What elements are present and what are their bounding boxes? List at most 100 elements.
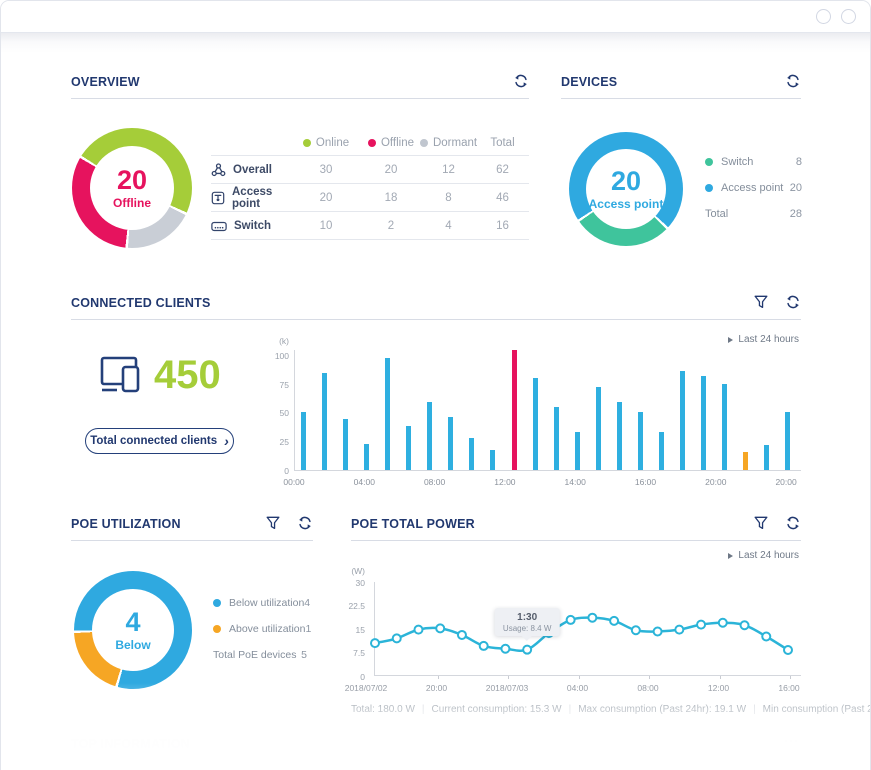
- clients-time-range-selector[interactable]: Last 24 hours: [728, 334, 799, 345]
- connected-clients-refresh-button[interactable]: [785, 294, 801, 313]
- y-tick-label: 0: [360, 671, 365, 682]
- play-arrow-icon: [728, 336, 734, 343]
- poe-donut-center: 4 Below: [92, 589, 174, 671]
- overview-donut: 20 Offline: [72, 128, 192, 248]
- bar: [301, 412, 306, 470]
- table-value: 46: [496, 191, 509, 204]
- data-point: [674, 624, 685, 635]
- power-time-range-label: Last 24 hours: [738, 550, 799, 561]
- power-stats: Total: 180.0 W Current consumption: 15.3 …: [351, 704, 870, 715]
- bar: [406, 426, 412, 470]
- axis-tick: [790, 676, 791, 679]
- overview-title: OVERVIEW: [71, 75, 140, 89]
- row-label-cell: Overall: [211, 162, 291, 177]
- legend-item: Total 28: [705, 201, 802, 227]
- x-tick-label: 2018/07/02: [344, 683, 388, 693]
- bar: [658, 431, 664, 470]
- y-tick-label: 25: [279, 437, 289, 448]
- poe-utilization-filter-button[interactable]: [266, 516, 280, 534]
- poe-utilization-title: POE UTILIZATION: [71, 517, 181, 531]
- x-tick-label: 04:00: [353, 477, 375, 487]
- axis-tick: [437, 676, 439, 679]
- connected-clients-filter-button[interactable]: [754, 295, 768, 313]
- y-tick-label: 22.5: [348, 601, 365, 611]
- legend-label: Below utilization: [229, 597, 305, 609]
- legend-item: Switch 8: [705, 149, 802, 175]
- legend-item: Below utilization 4: [213, 590, 311, 616]
- filter-icon: [754, 295, 768, 313]
- data-point: [370, 638, 380, 649]
- poe-total-power-refresh-button[interactable]: [785, 515, 801, 534]
- poe-utilization-refresh-button[interactable]: [297, 515, 313, 534]
- overview-refresh-button[interactable]: [513, 73, 529, 92]
- faded-section-title: TOP INFORMATION: [71, 737, 190, 751]
- poe-total-power-title: POE TOTAL POWER: [351, 517, 475, 531]
- overview-table: Online Offline Dormant Total Overall 30 20 12 62…: [211, 130, 529, 240]
- devices-donut: 20 Access point: [569, 132, 683, 246]
- legend-value: 4: [304, 597, 311, 609]
- axis-tick: [578, 676, 580, 679]
- table-value: 20: [384, 163, 398, 176]
- stats-separator: [569, 704, 572, 715]
- window-control-icon[interactable]: [841, 9, 856, 24]
- table-value: 30: [319, 163, 333, 176]
- bar: [553, 406, 559, 470]
- stat-item: Min consumption (Past 24hr): 1.3 W: [762, 704, 870, 715]
- bar: [616, 402, 622, 470]
- legend-dot: [705, 184, 713, 192]
- bar: [637, 412, 643, 470]
- devices-refresh-button[interactable]: [785, 73, 801, 92]
- legend-dot: [213, 599, 221, 607]
- legend-dot: [367, 138, 376, 147]
- filter-icon: [266, 516, 280, 534]
- y-tick-label: 7.5: [353, 648, 365, 658]
- row-label: Access point: [232, 185, 273, 210]
- table-value: 20: [319, 191, 333, 204]
- data-point: [522, 644, 533, 655]
- tooltip-usage: Usage: 8.4 W: [502, 623, 552, 633]
- x-tick-label: 20:00: [775, 477, 797, 487]
- bar: [385, 358, 391, 470]
- data-point: [435, 623, 446, 634]
- refresh-icon: [785, 515, 801, 534]
- line-chart-unit: (W): [351, 566, 365, 576]
- bar: [679, 370, 685, 470]
- legend-label: Total PoE devices: [213, 649, 297, 661]
- column-header: Dormant: [419, 137, 477, 149]
- chart-tooltip: 1:30 Usage: 8.4 W: [494, 607, 560, 636]
- poe-total-power-header: POE TOTAL POWER: [351, 515, 801, 541]
- stat-item: Current consumption: 15.3 W: [431, 704, 562, 715]
- bar: [364, 443, 370, 470]
- x-tick-label: 16:00: [634, 477, 657, 487]
- legend-value: 1: [305, 623, 312, 635]
- table-row: Overall 30 20 12 62: [211, 156, 529, 184]
- y-tick-label: 50: [279, 408, 289, 419]
- switch-icon: [211, 220, 227, 232]
- x-tick-label: 20:00: [425, 683, 448, 693]
- bar: [595, 387, 601, 470]
- x-tick-label: 12:00: [494, 477, 516, 487]
- legend-value: 28: [789, 208, 802, 220]
- y-tick-label: 75: [279, 379, 289, 390]
- data-point: [456, 629, 467, 640]
- data-point: [565, 614, 576, 625]
- total-connected-clients-button[interactable]: Total connected clients: [85, 428, 234, 454]
- y-tick-label: 30: [355, 577, 365, 588]
- power-time-range-selector[interactable]: Last 24 hours: [728, 550, 799, 561]
- play-arrow-icon: [728, 552, 734, 559]
- axis-tick: [508, 676, 509, 679]
- window-control-icon[interactable]: [816, 9, 831, 24]
- poe-total-power-filter-button[interactable]: [754, 516, 768, 534]
- table-value: 2: [387, 219, 395, 232]
- data-point: [391, 633, 402, 644]
- overview-donut-label: Offline: [113, 195, 151, 210]
- table-value: 10: [319, 219, 333, 232]
- bar: [764, 444, 770, 470]
- connected-clients-bar-chart: [294, 350, 801, 471]
- legend-dot: [705, 158, 713, 166]
- row-label-cell: Switch: [211, 220, 291, 232]
- table-row: Switch 10 2 4 16: [211, 212, 529, 240]
- line-chart-x-axis: 2018/07/02 20:00 2018/07/03 04:00 08:00 12:00…: [345, 683, 801, 695]
- stats-separator: [753, 704, 756, 715]
- chevron-right-icon: [224, 434, 229, 449]
